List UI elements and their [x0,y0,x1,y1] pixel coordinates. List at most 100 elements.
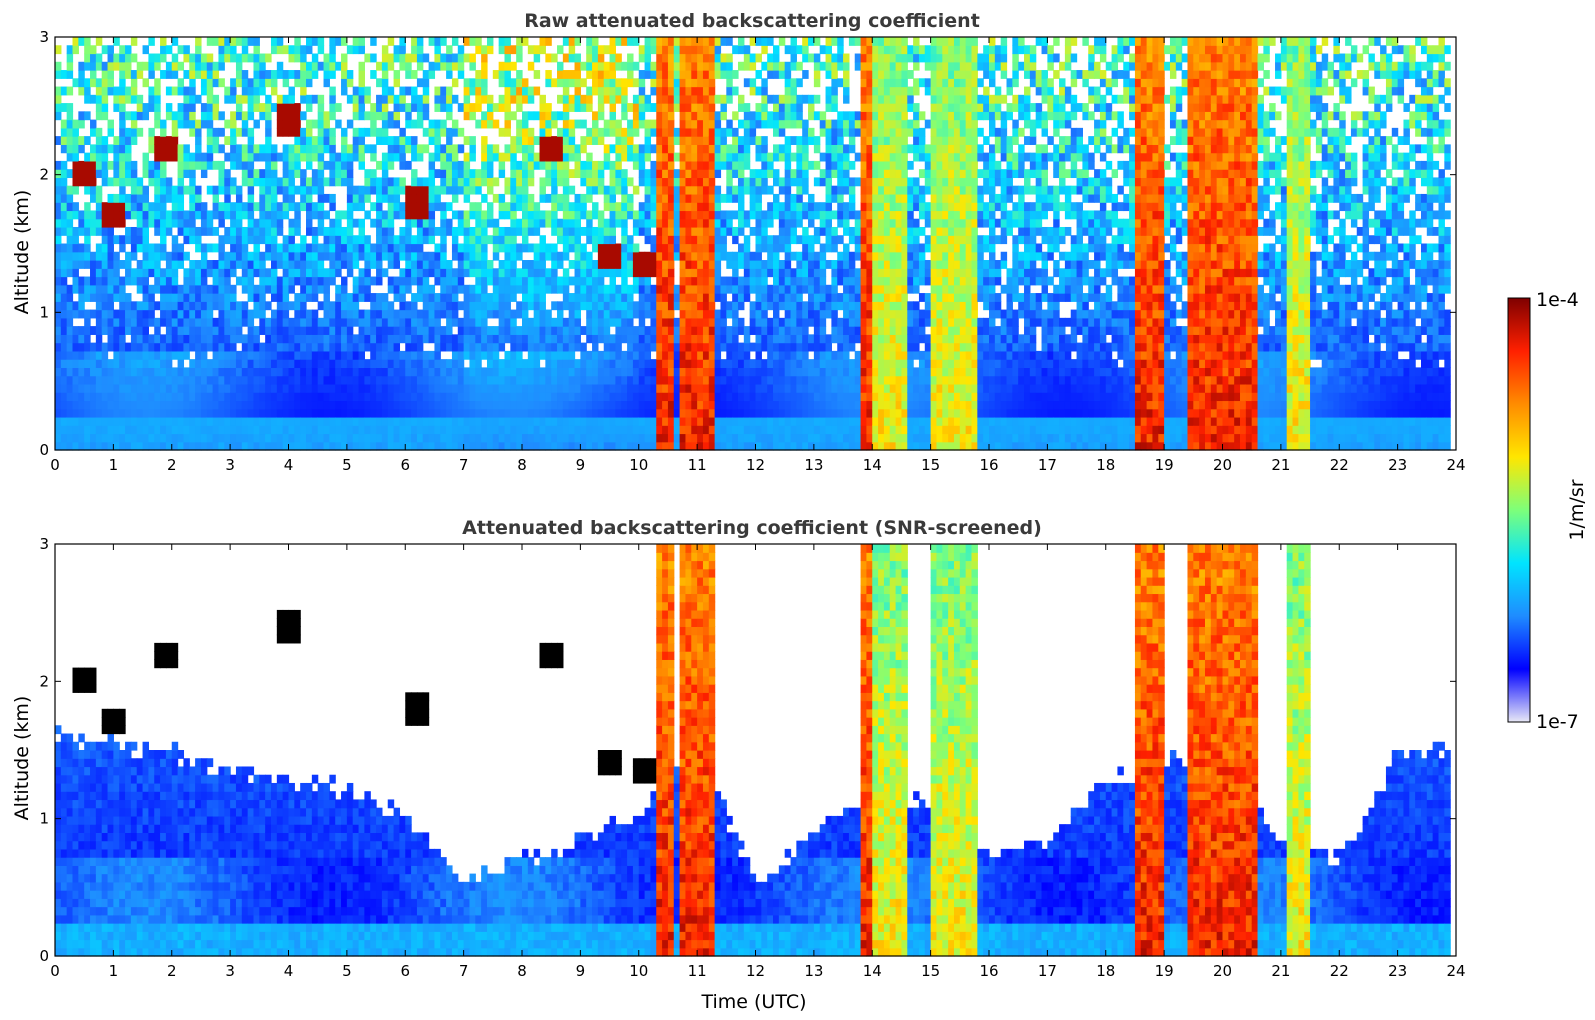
heatmap-cell [615,375,622,385]
heatmap-cell [428,326,436,335]
heatmap-cell [457,301,465,311]
heatmap-cell [732,268,739,278]
heatmap-cell [627,375,634,385]
heatmap-cell [270,260,278,269]
heatmap-cell [597,284,605,294]
heatmap-cell [697,202,704,212]
heatmap-cell [393,317,401,327]
heatmap-cell [469,53,476,63]
heatmap-cell [702,226,710,236]
heatmap-cell [586,226,593,236]
heatmap-cell [119,61,126,71]
heatmap-cell [685,284,692,294]
heatmap-cell [673,350,681,360]
heatmap-cell [224,383,231,393]
heatmap-cell [189,268,196,278]
heatmap-cell [323,193,330,203]
heatmap-cell [533,301,541,311]
heatmap-cell [691,268,698,278]
heatmap-cell [253,268,260,278]
heatmap-cell [434,334,441,344]
heatmap-cell [300,342,307,352]
heatmap-cell [311,37,319,46]
heatmap-cell [247,226,255,236]
heatmap-cell [206,61,214,71]
heatmap-cell [60,350,68,360]
heatmap-cell [60,284,68,294]
heatmap-cell [230,45,237,55]
heatmap-cell [218,169,225,179]
heatmap-cell [504,441,511,451]
heatmap-cell [673,334,681,344]
heatmap-cell [329,70,336,79]
heatmap-cell [276,127,284,137]
heatmap-cell [662,103,669,112]
heatmap-cell [387,441,395,451]
heatmap-cell [387,367,395,377]
heatmap-cell [113,408,120,418]
heatmap-cell [627,103,634,112]
heatmap-cell [265,160,272,170]
heatmap-cell [329,317,336,327]
heatmap-cell [592,301,599,311]
heatmap-cell [165,326,173,335]
heatmap-cell [60,301,68,311]
heatmap-cell [212,37,220,46]
heatmap-cell [662,293,669,302]
heatmap-cell [101,392,109,402]
heatmap-cell [743,251,751,261]
heatmap-cell [475,350,482,360]
heatmap-cell [586,94,593,104]
heatmap-cell [294,383,301,393]
heatmap-cell [206,185,214,195]
heatmap-cell [370,152,377,162]
heatmap-cell [702,309,710,319]
heatmap-cell [90,185,97,195]
heatmap-cell [66,383,74,393]
heatmap-cell [335,210,342,220]
heatmap-cell [154,350,161,360]
heatmap-cell [195,425,202,435]
heatmap-cell [294,243,301,253]
heatmap-cell [440,359,447,368]
heatmap-cell [405,260,412,269]
heatmap-cell [294,276,301,286]
heatmap-cell [55,334,62,344]
heatmap-cell [253,392,260,402]
heatmap-cell [142,408,149,418]
heatmap-cell [288,202,295,212]
heatmap-cell [376,433,383,443]
heatmap-cell [702,268,710,278]
heatmap-cell [697,103,704,112]
heatmap-cell [446,317,453,327]
heatmap-cell [142,383,149,393]
heatmap-cell [171,367,179,377]
heatmap-cell [737,408,745,418]
heatmap-cell [352,284,360,294]
heatmap-cell [288,45,295,55]
heatmap-cell [323,350,330,360]
heatmap-cell [376,317,383,327]
heatmap-cell [638,177,646,187]
heatmap-cell [195,210,202,220]
heatmap-cell [627,119,634,129]
heatmap-cell [632,160,640,170]
heatmap-cell [562,301,570,311]
heatmap-cell [165,342,173,352]
heatmap-cell [235,375,243,385]
heatmap-cell [702,94,710,104]
heatmap-cell [265,317,272,327]
heatmap-cell [621,218,628,228]
heatmap-cell [714,37,722,46]
heatmap-cell [148,334,155,344]
heatmap-cell [708,342,716,352]
heatmap-cell [422,268,430,278]
heatmap-cell [533,425,541,435]
heatmap-cell [457,144,465,154]
heatmap-cell [341,53,348,63]
heatmap-cell [673,226,681,236]
heatmap-cell [638,425,646,435]
heatmap-cell [335,425,342,435]
heatmap-cell [206,160,214,170]
heatmap-cell [451,144,459,154]
